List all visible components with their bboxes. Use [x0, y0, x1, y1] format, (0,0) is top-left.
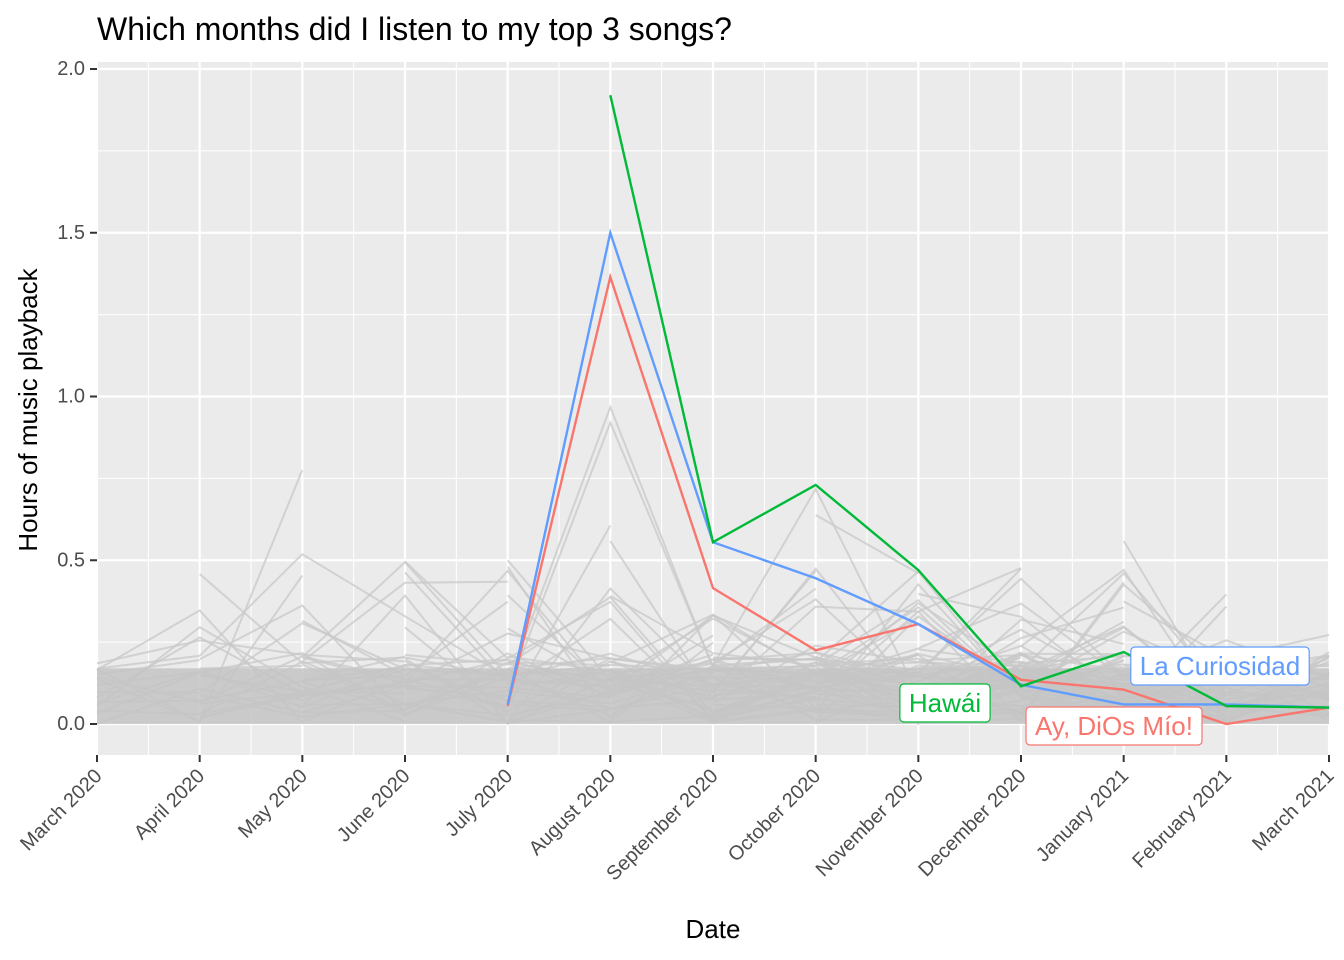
background-song-line [917, 568, 1022, 675]
x-tick-label: August 2020 [525, 765, 620, 860]
x-tick-label: March 2021 [1248, 765, 1338, 855]
y-axis-title: Hours of music playback [13, 267, 43, 551]
song-label-text: La Curiosidad [1140, 651, 1300, 681]
background-song-line [918, 653, 1022, 662]
background-song-line [815, 514, 919, 575]
background-song-line [301, 560, 509, 677]
x-tick-label: June 2020 [333, 765, 415, 847]
song-label-box [899, 683, 991, 723]
x-tick-label: January 2021 [1032, 765, 1133, 866]
background-song-line [609, 595, 1022, 667]
background-song-line [301, 580, 508, 663]
x-tick-label: October 2020 [724, 765, 825, 866]
series-line [506, 228, 1330, 709]
x-tick-label: December 2020 [914, 765, 1030, 881]
song-label: La Curiosidad [1130, 646, 1310, 686]
y-tick-label: 2.0 [57, 58, 85, 80]
x-tick-label: May 2020 [234, 765, 312, 843]
y-tick-label: 0.0 [57, 713, 85, 735]
song-label-text: Ay, DiOs Mío! [1035, 711, 1193, 741]
x-tick-label: April 2020 [130, 765, 209, 844]
x-tick-label: November 2020 [812, 765, 928, 881]
y-tick-label: 1.5 [57, 222, 85, 244]
series-line [609, 94, 1330, 709]
x-axis-title: Date [686, 914, 741, 944]
background-song-line [96, 552, 509, 678]
background-song-line [506, 420, 714, 693]
y-tick-label: 1.0 [57, 386, 85, 408]
song-label-box [1025, 706, 1203, 746]
song-label-text: Hawái [909, 688, 981, 718]
x-tick-label: March 2020 [16, 765, 106, 855]
song-label: Hawái [899, 683, 991, 723]
y-tick-label: 0.5 [57, 549, 85, 571]
song-label: Ay, DiOs Mío! [1025, 706, 1203, 746]
song-labels: La Curiosidad Hawái Ay, DiOs Mío! [899, 646, 1310, 746]
song-label-box [1130, 646, 1310, 686]
x-tick-label: September 2020 [602, 765, 722, 885]
x-tick-label: February 2021 [1128, 765, 1236, 873]
chart-title: Which months did I listen to my top 3 so… [97, 11, 732, 47]
x-tick-label: July 2020 [441, 765, 517, 841]
